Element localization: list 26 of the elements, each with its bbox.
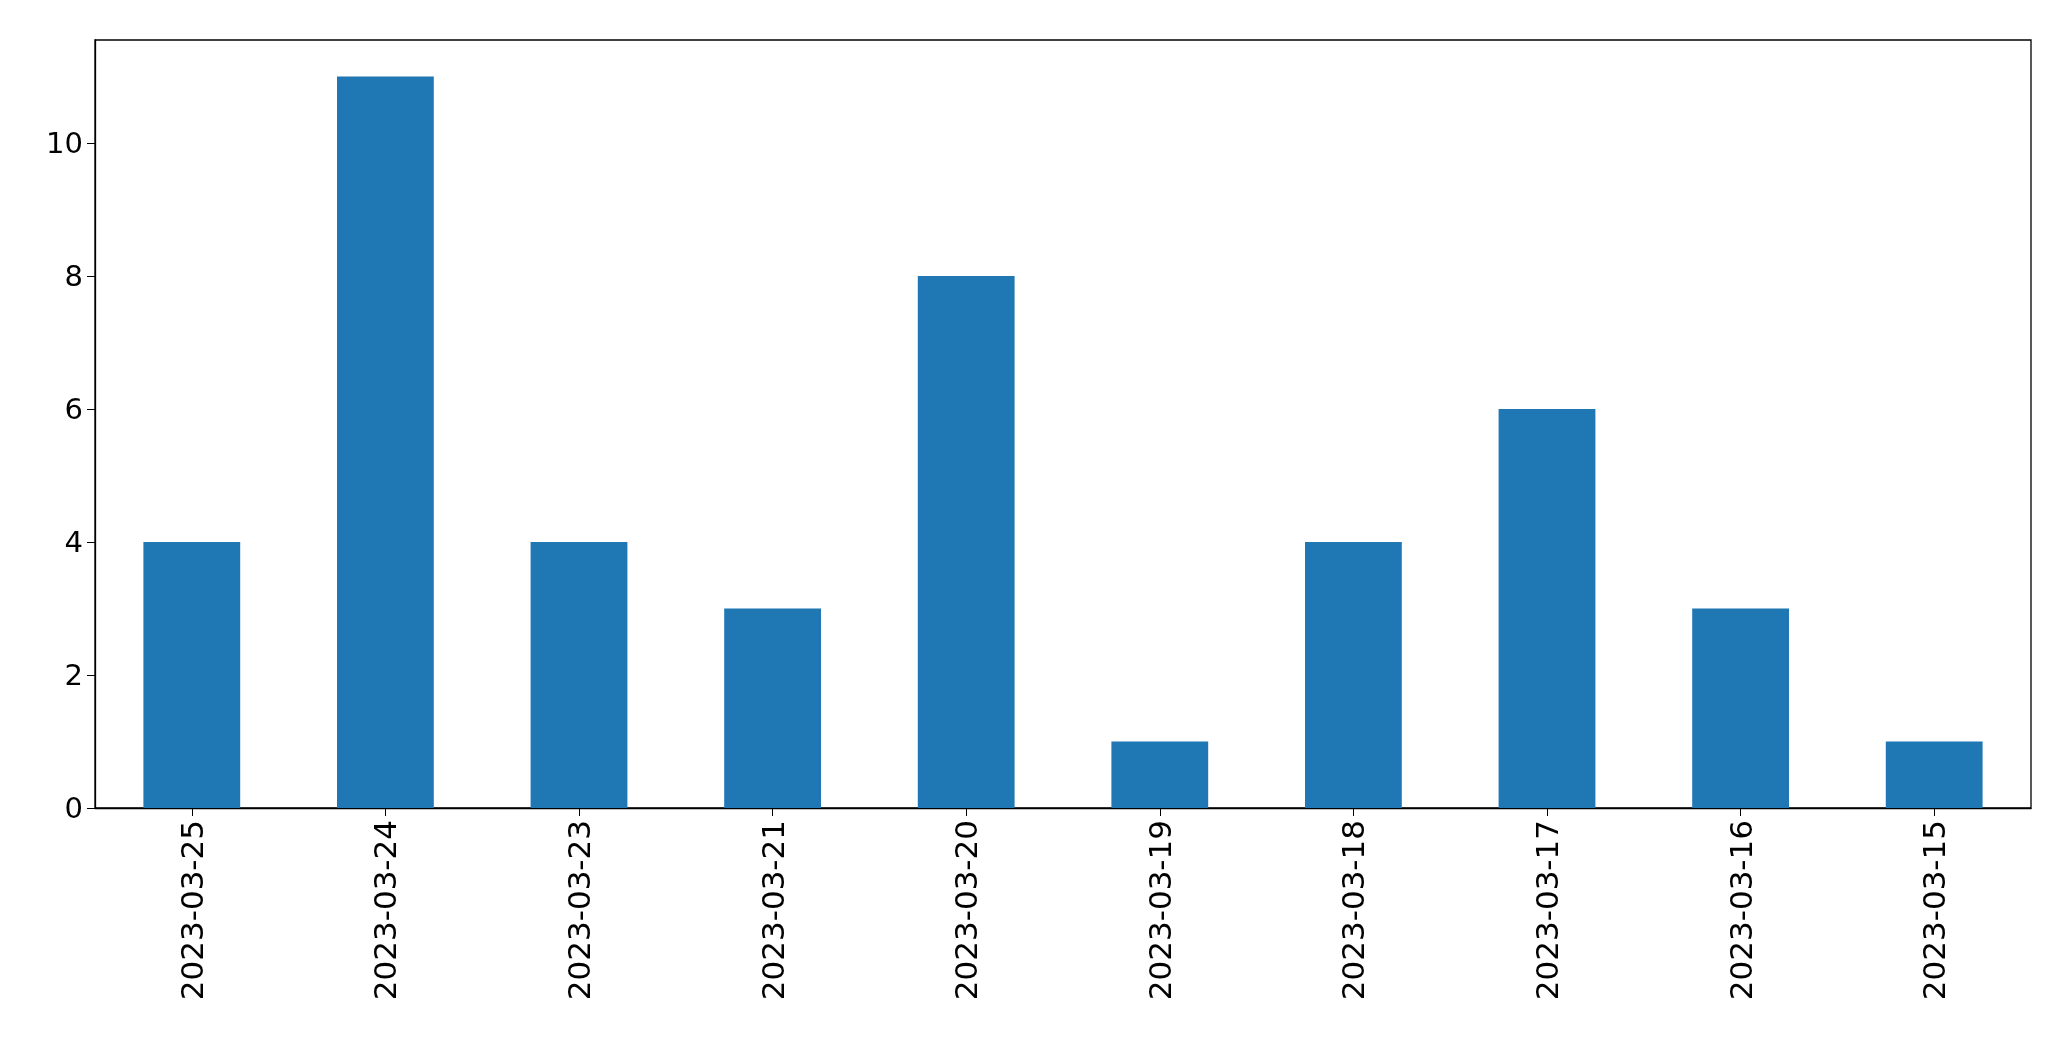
y-tick-label: 0 bbox=[64, 791, 83, 825]
bar bbox=[1111, 741, 1209, 808]
y-tick-label: 10 bbox=[46, 126, 83, 161]
x-tick-label: 2023-03-17 bbox=[1529, 820, 1565, 1001]
bar bbox=[1692, 608, 1789, 808]
bar bbox=[530, 542, 628, 808]
bar bbox=[1498, 409, 1596, 808]
bar bbox=[724, 608, 821, 808]
bar bbox=[1305, 542, 1402, 808]
x-tick-label: 2023-03-21 bbox=[754, 820, 791, 1001]
bar bbox=[1885, 741, 1983, 808]
x-tick-label: 2023-03-15 bbox=[1916, 820, 1953, 1001]
x-tick-label: 2023-03-20 bbox=[948, 820, 985, 1001]
y-tick-label: 4 bbox=[64, 525, 83, 560]
y-tick-label: 2 bbox=[64, 658, 83, 693]
x-tick-label: 2023-03-24 bbox=[367, 820, 404, 1001]
x-tick-label: 2023-03-23 bbox=[561, 820, 597, 1001]
x-tick-label: 2023-03-19 bbox=[1141, 820, 1178, 1001]
y-tick-label: 6 bbox=[64, 392, 83, 427]
y-tick-label: 8 bbox=[64, 259, 83, 294]
x-tick-label: 2023-03-18 bbox=[1335, 820, 1372, 1001]
x-tick-label: 2023-03-25 bbox=[173, 820, 210, 1001]
bar bbox=[143, 542, 241, 808]
bar bbox=[917, 276, 1015, 808]
x-tick-label: 2023-03-16 bbox=[1722, 820, 1759, 1001]
bar bbox=[337, 76, 434, 808]
